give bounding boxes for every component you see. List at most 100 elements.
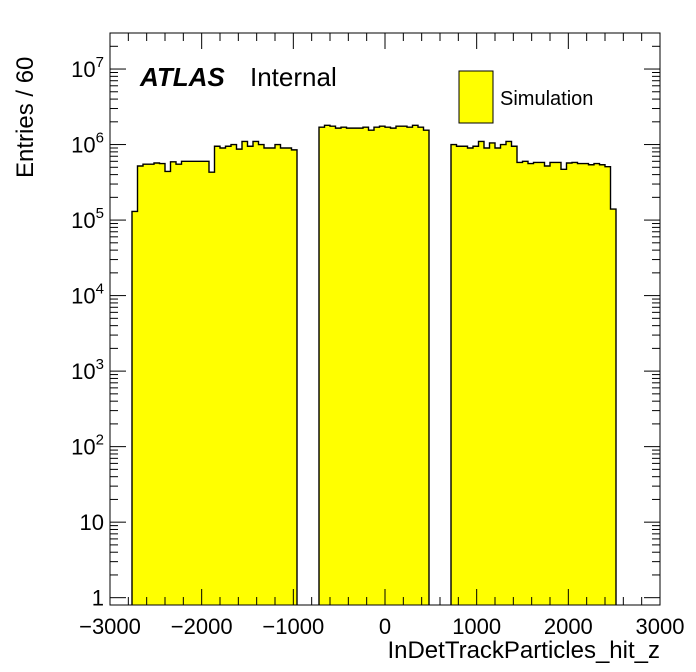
histogram-bar — [165, 171, 171, 606]
y-tick-label: 103 — [71, 356, 104, 384]
histogram-bar — [412, 125, 419, 605]
histogram-bar — [242, 141, 248, 605]
histogram-bar — [566, 162, 573, 606]
x-tick-label: −3000 — [79, 614, 141, 639]
histogram-bar — [495, 148, 501, 605]
histogram-bars — [131, 124, 617, 606]
histogram-bar — [583, 163, 589, 605]
histogram-bar — [258, 144, 265, 606]
histogram-bar — [522, 161, 529, 605]
atlas-label: ATLAS — [139, 62, 225, 92]
histogram-bar — [192, 161, 199, 605]
histogram-bar — [176, 164, 182, 605]
x-axis-title: InDetTrackParticles_hit_z — [387, 637, 660, 664]
histogram-bar — [407, 127, 413, 606]
histogram-bar — [159, 163, 166, 605]
histogram-bar — [544, 166, 551, 605]
histogram-bar — [555, 162, 562, 606]
histogram-bar — [335, 128, 342, 605]
histogram-bar — [203, 161, 210, 605]
histogram-bar — [198, 161, 204, 605]
histogram-bar — [451, 144, 457, 606]
y-tick-label: 105 — [71, 205, 104, 233]
histogram-bar — [467, 148, 474, 605]
histogram-bar — [363, 127, 369, 606]
histogram-bar — [214, 146, 221, 606]
histogram-bar — [588, 164, 595, 605]
histogram-bar — [137, 166, 144, 605]
x-axis-ticks: −3000 −2000 −1000 0 1000 2000 3000 — [79, 33, 684, 639]
histogram-outline — [450, 140, 617, 605]
histogram-bar — [511, 146, 518, 606]
histogram-bar — [286, 148, 292, 605]
histogram-bar — [456, 146, 463, 606]
histogram-bar — [154, 162, 160, 606]
y-tick-label: 104 — [71, 281, 104, 309]
histogram-bar — [550, 162, 556, 606]
histogram-bar — [357, 128, 364, 605]
x-tick-label: −2000 — [171, 614, 233, 639]
y-tick-label: 106 — [71, 130, 104, 158]
histogram-bar — [220, 148, 226, 605]
x-tick-label: 2000 — [544, 614, 593, 639]
histogram-bar — [264, 148, 270, 605]
histogram-bar — [577, 163, 584, 605]
histogram-bar — [506, 141, 512, 605]
histogram-bar — [143, 164, 149, 605]
histogram-bar — [473, 146, 479, 606]
histogram-bar — [209, 172, 215, 606]
histogram-bar — [418, 127, 424, 606]
histogram-bar — [275, 144, 281, 606]
x-tick-label: 0 — [379, 614, 391, 639]
histogram-bar — [462, 146, 468, 606]
histogram-bar — [324, 125, 331, 605]
histogram-bar — [478, 141, 485, 605]
histogram-bar — [132, 211, 138, 605]
histogram-bar — [390, 128, 397, 605]
histogram-bar — [148, 164, 155, 605]
histogram-bar — [225, 146, 232, 606]
histogram-bar — [561, 169, 567, 605]
histogram-bar — [181, 161, 188, 605]
histogram-bar — [368, 130, 375, 605]
histogram-bar — [517, 162, 523, 606]
histogram-bar — [385, 127, 391, 606]
histogram-bar — [572, 162, 578, 606]
histogram-bar — [346, 128, 353, 605]
y-tick-label: 1 — [92, 586, 104, 611]
histogram-bar — [539, 162, 545, 606]
histogram-bar — [231, 144, 237, 606]
histogram-bar — [379, 126, 386, 605]
histogram-bar — [489, 142, 496, 605]
histogram-bar — [610, 209, 617, 606]
histogram-bar — [247, 146, 254, 606]
histogram-outline — [318, 124, 430, 605]
histogram-bar — [280, 148, 287, 605]
histogram-bar — [291, 149, 298, 605]
histogram-bar — [374, 127, 380, 606]
legend-label-simulation: Simulation — [500, 88, 593, 110]
histogram-bar — [401, 126, 408, 605]
histogram-bar — [352, 128, 358, 605]
internal-label: Internal — [250, 62, 337, 92]
histogram-bar — [330, 126, 336, 605]
legend-swatch-simulation — [458, 70, 494, 124]
histogram-bar — [500, 144, 507, 606]
histogram-bar — [594, 163, 600, 605]
histogram-bar — [341, 127, 347, 606]
histogram-bar — [253, 141, 259, 605]
y-tick-label: 102 — [71, 432, 104, 460]
histogram-bar — [423, 130, 430, 605]
y-axis-ticks: 1 10 102 103 104 105 106 107 — [71, 32, 660, 611]
histogram-bar — [605, 166, 611, 605]
histogram-bar — [484, 148, 490, 605]
histogram-bar — [396, 126, 402, 605]
histogram-outline — [131, 140, 298, 605]
histogram-bar — [170, 161, 177, 606]
y-axis-title: Entries / 60 — [12, 57, 39, 178]
histogram-bar — [269, 148, 276, 605]
x-tick-label: −1000 — [262, 614, 324, 639]
y-tick-label: 107 — [71, 54, 104, 82]
histogram-bar — [533, 162, 540, 606]
